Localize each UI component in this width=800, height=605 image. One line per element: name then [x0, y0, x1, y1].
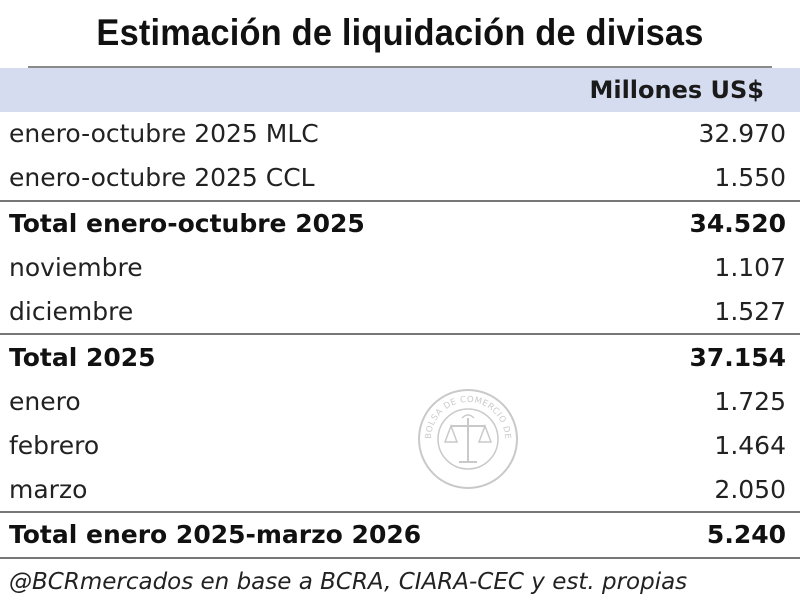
row-label: noviembre	[9, 253, 143, 283]
row-value: 1.464	[714, 430, 786, 460]
table-row: febrero 1.464	[0, 423, 800, 467]
row-value: 1.107	[714, 253, 786, 283]
total-row: Total enero 2025-marzo 2026 5.240	[0, 511, 800, 559]
row-label: Total 2025	[9, 342, 156, 372]
row-label: marzo	[9, 474, 88, 504]
row-value: 1.527	[714, 297, 786, 326]
row-value: 2.050	[714, 474, 786, 504]
row-label: febrero	[9, 430, 100, 460]
row-value: 5.240	[706, 520, 786, 550]
row-label: enero	[9, 386, 81, 416]
row-label: enero-octubre 2025 MLC	[9, 119, 319, 149]
table-row: enero 1.725	[0, 379, 800, 423]
total-row: Total 2025 37.154	[0, 333, 800, 379]
data-table: enero-octubre 2025 MLC 32.970 enero-octu…	[0, 112, 800, 559]
table-title: Estimación de liquidación de divisas	[28, 0, 772, 68]
row-label: Total enero 2025-marzo 2026	[9, 520, 422, 550]
source-footer: @BCRmercados en base a BCRA, CIARA-CEC y…	[9, 568, 688, 595]
table-row: noviembre 1.107	[0, 246, 800, 290]
row-label: Total enero-octubre 2025	[9, 209, 365, 239]
row-value: 1.550	[714, 163, 786, 193]
row-value: 32.970	[698, 119, 786, 149]
table-row: enero-octubre 2025 CCL 1.550	[0, 156, 800, 200]
table-row: enero-octubre 2025 MLC 32.970	[0, 112, 800, 156]
row-value: 34.520	[689, 209, 786, 239]
table-row: marzo 2.050	[0, 467, 800, 511]
row-label: enero-octubre 2025 CCL	[9, 163, 315, 193]
table-row: diciembre 1.527	[0, 290, 800, 334]
row-value: 37.154	[689, 342, 786, 372]
unit-header-label: Millones US$	[589, 76, 764, 104]
row-value: 1.725	[714, 386, 786, 416]
column-header: Millones US$	[0, 68, 800, 112]
total-row: Total enero-octubre 2025 34.520	[0, 199, 800, 246]
row-label: diciembre	[9, 297, 134, 326]
